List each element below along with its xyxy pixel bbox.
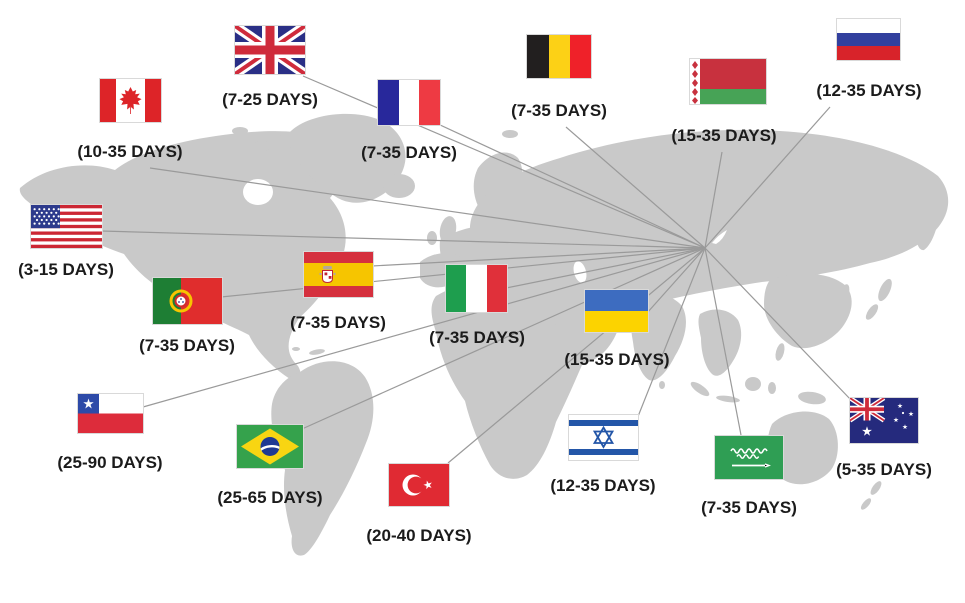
star-of-david <box>592 425 615 449</box>
sumatra-island <box>690 381 710 397</box>
connector-france <box>437 123 706 249</box>
arctic-island <box>252 141 272 151</box>
connector-saudi-arabia <box>704 247 742 436</box>
connector-belarus <box>704 151 723 249</box>
continents <box>19 113 949 556</box>
usa-flag <box>31 205 102 248</box>
sulawesi-island <box>768 382 776 394</box>
connector-ukraine <box>646 247 706 314</box>
italy-flag <box>446 265 507 312</box>
shahada-script <box>730 448 768 459</box>
indochina-peninsula <box>698 309 742 376</box>
new-guinea-island <box>798 391 826 405</box>
chile-flag <box>78 394 143 433</box>
connector-brazil <box>301 247 706 430</box>
belarus-ornament-pattern <box>692 61 698 104</box>
australia-landmass <box>767 411 838 485</box>
belgium-days-label: (7-35 DAYS) <box>511 101 607 120</box>
new-zealand-islands <box>870 481 882 495</box>
france-flag <box>378 80 440 125</box>
japan-islands <box>878 278 892 302</box>
spain-days-label: (7-35 DAYS) <box>290 313 386 332</box>
brazil-days-label: (25-65 DAYS) <box>217 488 323 507</box>
maple-leaf-icon <box>119 87 142 114</box>
connector-australia <box>704 247 853 402</box>
turkey-star <box>423 480 432 490</box>
saudi-arabia-flag <box>715 436 783 479</box>
israel-days-label: (12-35 DAYS) <box>550 476 656 495</box>
caribbean-islands <box>309 349 325 355</box>
connector-canada <box>149 167 706 249</box>
connector-belgium <box>565 126 706 249</box>
connector-russia <box>704 106 831 249</box>
turkey-days-label: (20-40 DAYS) <box>366 526 472 545</box>
origin-hub-marker <box>712 230 727 244</box>
sword <box>732 463 771 468</box>
svalbard-island <box>502 130 518 138</box>
belarus-days-label: (15-35 DAYS) <box>671 126 777 145</box>
saudi-arabia-days-label: (7-35 DAYS) <box>701 498 797 517</box>
connector-usa <box>100 230 706 249</box>
australia-days-label: (5-35 DAYS) <box>836 460 932 479</box>
portugal-armillary-emblem <box>169 289 193 313</box>
east-asia-coast <box>764 273 852 349</box>
canada-flag <box>100 79 161 122</box>
inland-seas <box>243 179 587 283</box>
java-island <box>716 395 740 403</box>
portugal-days-label: (7-35 DAYS) <box>139 336 235 355</box>
connector-israel <box>636 247 706 420</box>
italy-days-label: (7-35 DAYS) <box>429 328 525 347</box>
ukraine-days-label: (15-35 DAYS) <box>564 350 670 369</box>
belgium-flag <box>527 35 591 78</box>
greenland-landmass <box>288 113 406 203</box>
eurasia-landmass <box>469 129 949 312</box>
ukraine-flag <box>585 290 648 332</box>
south-america-landmass <box>271 361 374 556</box>
connector-italy <box>505 247 706 289</box>
japan-islands <box>865 304 879 320</box>
connector-turkey <box>447 247 706 464</box>
ireland-island <box>427 231 437 245</box>
chile-days-label: (25-90 DAYS) <box>57 453 163 472</box>
connector-chile <box>142 247 706 408</box>
israel-flag <box>569 415 638 460</box>
australia-flag <box>850 398 918 443</box>
sri-lanka-island <box>659 381 665 389</box>
france-days-label: (7-35 DAYS) <box>361 143 457 162</box>
stars-field <box>33 208 60 225</box>
arctic-island <box>232 127 248 135</box>
canada-days-label: (10-35 DAYS) <box>77 142 183 161</box>
uk-days-label: (7-25 DAYS) <box>222 90 318 109</box>
southern-cross-stars <box>862 403 914 436</box>
russia-days-label: (12-35 DAYS) <box>816 81 922 100</box>
brazil-flag <box>237 425 303 468</box>
turkey-flag <box>389 464 449 506</box>
uk-flag <box>235 26 305 74</box>
connector-spain <box>371 247 706 267</box>
hudson-bay <box>243 179 273 205</box>
iceland-landmass <box>383 174 415 198</box>
australia-union-jack-canton <box>850 398 886 423</box>
usa-days-label: (3-15 DAYS) <box>18 260 114 279</box>
chile-star <box>83 398 94 409</box>
connector-lines <box>100 75 853 464</box>
spain-flag <box>304 252 373 297</box>
portugal-flag <box>153 278 222 324</box>
borneo-island <box>745 377 761 391</box>
caspian-sea <box>573 261 587 283</box>
philippines-islands <box>775 343 785 361</box>
russia-flag <box>837 19 900 60</box>
belarus-flag <box>690 59 766 104</box>
caribbean-islands <box>292 347 300 351</box>
spain-coat-of-arms <box>319 266 336 284</box>
kamchatka-peninsula <box>914 199 939 251</box>
connector-uk <box>302 75 706 249</box>
new-zealand-islands <box>860 498 872 510</box>
korea-peninsula <box>840 284 850 300</box>
